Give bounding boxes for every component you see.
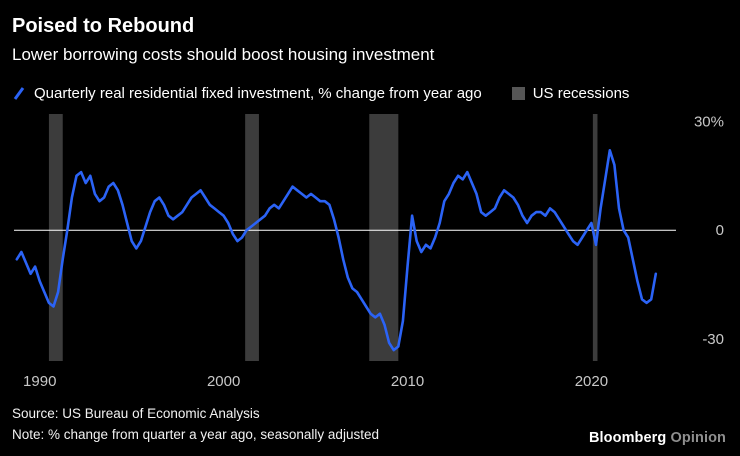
x-axis-label: 2020 <box>575 373 608 390</box>
line-series-label: Quarterly real residential fixed investm… <box>34 85 482 103</box>
brand-opinion: Opinion <box>670 430 726 446</box>
bloomberg-opinion-logo: Bloomberg Opinion <box>589 430 726 446</box>
recession-band <box>245 114 259 362</box>
investment-series-line <box>15 149 658 352</box>
x-axis-label: 1990 <box>23 373 56 390</box>
chart-subtitle: Lower borrowing costs should boost housi… <box>12 45 435 64</box>
chart-card: Poised to Rebound Lower borrowing costs … <box>12 15 728 446</box>
investment-line-chart: 1990 2000 2010 2020 30% 0 -30 <box>14 114 724 390</box>
y-axis-label: 30% <box>694 114 724 131</box>
recession-swatch-icon <box>511 87 525 101</box>
line-series-swatch-icon <box>13 87 25 101</box>
x-axis-label: 2000 <box>207 373 240 390</box>
y-axis-label: 0 <box>716 222 724 239</box>
source-note: Source: US Bureau of Economic Analysis <box>12 406 260 422</box>
recession-legend-label: US recessions <box>532 85 630 103</box>
brand-bloomberg: Bloomberg <box>588 430 667 446</box>
x-axis-label: 2010 <box>391 373 424 390</box>
y-axis-label: -30 <box>702 331 724 348</box>
recession-band <box>48 114 63 362</box>
page-title: Poised to Rebound <box>12 15 195 37</box>
footer-notes: Source: US Bureau of Economic Analysis N… <box>12 404 728 446</box>
legend: Quarterly real residential fixed investm… <box>12 85 728 102</box>
legend-item-series: Quarterly real residential fixed investm… <box>12 85 482 102</box>
legend-item-recessions: US recessions <box>511 85 630 103</box>
methodology-note: Note: % change from quarter a year ago, … <box>12 427 379 443</box>
